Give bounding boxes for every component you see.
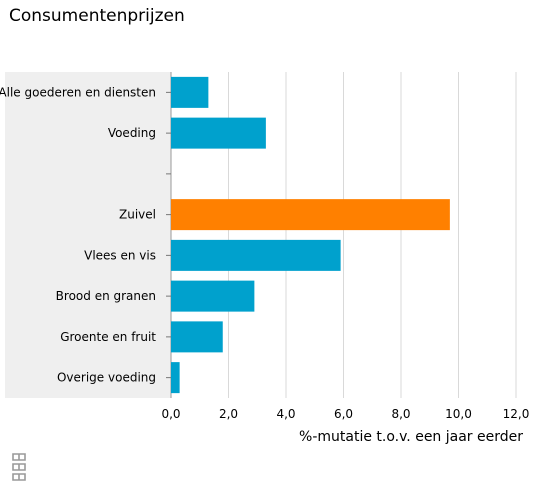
bar bbox=[171, 239, 341, 271]
x-axis-title: %-mutatie t.o.v. een jaar eerder bbox=[299, 429, 523, 445]
x-tick-label: 2,0 bbox=[219, 407, 238, 421]
chart-title: Consumentenprijzen bbox=[9, 6, 185, 26]
bar bbox=[171, 321, 223, 353]
cbs-logo-icon bbox=[12, 453, 26, 481]
category-labels: Alle goederen en diensten Voeding Zuivel Vl… bbox=[0, 85, 171, 385]
x-tick-label: 4,0 bbox=[276, 407, 295, 421]
bar bbox=[171, 362, 180, 394]
bar bbox=[171, 199, 450, 231]
x-tick-labels: 0,0 2,0 4,0 6,0 8,0 10,0 12,0 bbox=[161, 407, 529, 421]
category-label: Overige voeding bbox=[57, 371, 156, 385]
category-label: Groente en fruit bbox=[60, 330, 156, 344]
category-label: Brood en granen bbox=[56, 289, 156, 303]
bar bbox=[171, 76, 209, 108]
category-label: Vlees en vis bbox=[84, 248, 156, 262]
x-tick-label: 8,0 bbox=[391, 407, 410, 421]
bar bbox=[171, 117, 266, 149]
category-label: Zuivel bbox=[119, 208, 156, 222]
x-tick-label: 12,0 bbox=[503, 407, 530, 421]
bars bbox=[171, 76, 450, 394]
category-label-panel bbox=[5, 72, 171, 398]
x-tick-label: 0,0 bbox=[161, 407, 180, 421]
x-tick-label: 10,0 bbox=[445, 407, 472, 421]
category-label: Voeding bbox=[108, 126, 156, 140]
x-tick-label: 6,0 bbox=[334, 407, 353, 421]
bar bbox=[171, 280, 255, 312]
category-label: Alle goederen en diensten bbox=[0, 85, 156, 99]
